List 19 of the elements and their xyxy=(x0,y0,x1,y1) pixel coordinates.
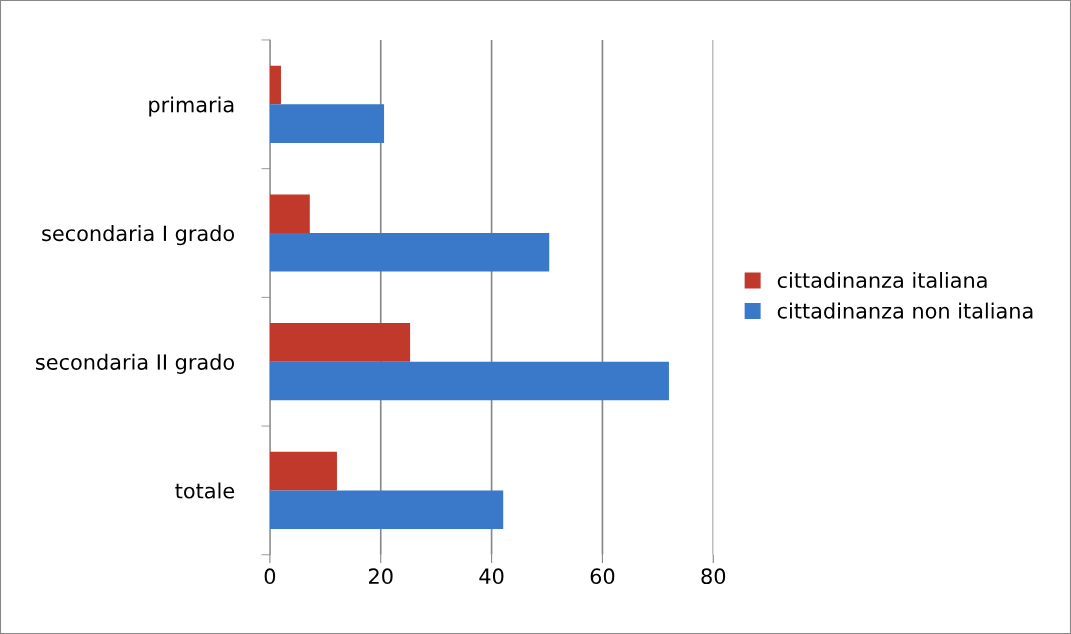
y-tick-label: secondaria I grado xyxy=(42,225,235,246)
x-tick-label: 40 xyxy=(479,568,504,585)
bar xyxy=(269,451,337,491)
bar xyxy=(269,323,411,362)
bar xyxy=(269,361,669,401)
y-tick-label: primaria xyxy=(149,96,234,117)
x-tick-label: 80 xyxy=(701,568,726,585)
bar xyxy=(269,232,550,272)
legend-label: cittadinanza italiana xyxy=(777,271,987,289)
bar xyxy=(269,194,310,233)
bar xyxy=(269,65,281,105)
x-tick-label: 0 xyxy=(264,568,276,585)
x-tick-label: 20 xyxy=(369,568,393,585)
x-tick-label: 60 xyxy=(590,568,615,585)
bar xyxy=(269,490,504,530)
bar xyxy=(269,104,385,143)
y-tick-label: secondaria II grado xyxy=(36,353,235,374)
y-tick-label: totale xyxy=(175,482,235,499)
legend-label: cittadinanza non italiana xyxy=(777,302,1033,319)
